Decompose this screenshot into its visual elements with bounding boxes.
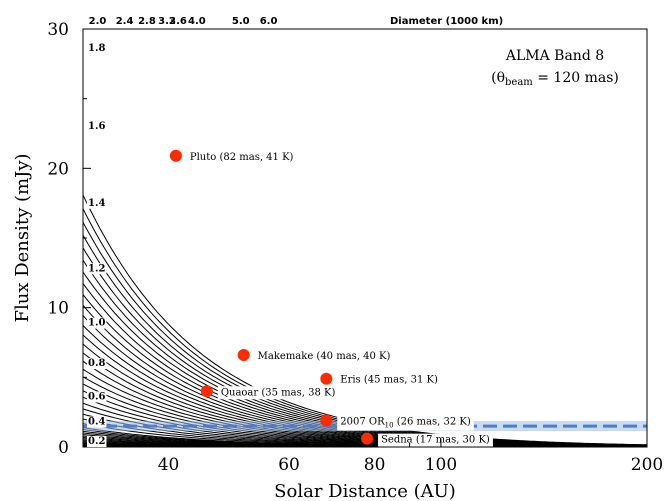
annotation-box: ALMA Band 8 (θbeam = 120 mas) xyxy=(491,48,619,88)
x-axis-title: Solar Distance (AU) xyxy=(274,481,456,501)
data-point: Eris (45 mas, 31 K) xyxy=(320,372,441,387)
diameter-label-left: 1.2 xyxy=(88,263,105,274)
diameter-label-top: 2.4 xyxy=(116,16,134,27)
data-points: Pluto (82 mas, 41 K) Makemake (40 mas, 40… xyxy=(169,149,493,447)
diameter-label-bg xyxy=(87,416,107,428)
diameter-label-left: 1.6 xyxy=(88,121,105,132)
data-point-marker xyxy=(361,432,374,445)
data-point-marker xyxy=(320,414,333,427)
diameter-curve xyxy=(83,208,647,446)
point-label-bg xyxy=(337,415,474,431)
diameter-curves xyxy=(83,194,647,447)
diameter-label-left: 0.4 xyxy=(88,417,105,428)
y-tick-label: 30 xyxy=(47,20,69,40)
x-tick-label: 100 xyxy=(425,455,457,475)
diameter-label-bg xyxy=(87,317,107,329)
diameter-label-top: 3.6 xyxy=(169,16,187,27)
data-point: Sedna (17 mas, 30 K) xyxy=(361,432,493,447)
diameter-label-left: 1.8 xyxy=(88,43,105,54)
top-axis-title: Diameter (1000 km) xyxy=(390,16,503,27)
diameter-label-left: 0.8 xyxy=(88,358,105,369)
annotation-line2: (θbeam = 120 mas) xyxy=(491,70,619,88)
point-label-bg xyxy=(186,150,297,164)
y-tick-label: 0 xyxy=(58,438,69,458)
point-label-bg xyxy=(254,350,394,364)
diameter-curve xyxy=(83,221,647,446)
diameter-label-bg xyxy=(87,436,107,448)
point-label: Eris (45 mas, 31 K) xyxy=(340,375,438,386)
data-point: Pluto (82 mas, 41 K) xyxy=(169,149,297,164)
data-point: 2007 OR10 (26 mas, 32 K) xyxy=(320,414,474,431)
diameter-curve xyxy=(83,234,647,446)
point-label-bg xyxy=(217,386,339,400)
data-point-marker xyxy=(169,149,182,162)
diameter-label-bg xyxy=(87,197,107,209)
diameter-label-top: 4.0 xyxy=(188,16,206,27)
diameter-label-top: 6.0 xyxy=(260,16,278,27)
diameter-label-left: 1.0 xyxy=(88,318,105,329)
data-point: Quaoar (35 mas, 38 K) xyxy=(200,385,339,400)
y-tick-label: 20 xyxy=(47,159,69,179)
point-label-bg xyxy=(378,433,493,447)
point-label-bg xyxy=(337,373,441,387)
diameter-label-top: 2.0 xyxy=(89,16,107,27)
point-label: Makemake (40 mas, 40 K) xyxy=(258,351,391,362)
diameter-label-bg xyxy=(87,358,107,370)
x-tick-label: 40 xyxy=(158,455,180,475)
x-tick-label: 60 xyxy=(278,455,300,475)
diameter-label-bg xyxy=(87,43,107,55)
diameter-label-bg xyxy=(87,121,107,133)
axis-ticks: 40 60 80 100 200 0 10 20 30 xyxy=(47,20,663,475)
data-point: Makemake (40 mas, 40 K) xyxy=(237,349,394,364)
data-point-marker xyxy=(320,372,333,385)
diameter-label-top: 2.8 xyxy=(138,16,156,27)
data-point-marker xyxy=(200,385,213,398)
diameter-label-left: 0.2 xyxy=(88,436,105,447)
diameter-label-left: 0.6 xyxy=(88,391,105,402)
x-tick-label: 80 xyxy=(364,455,386,475)
y-tick-label: 10 xyxy=(47,299,69,319)
diameter-label-bg xyxy=(87,263,107,275)
diameter-label-bg xyxy=(87,391,107,403)
data-point-marker xyxy=(237,349,250,362)
diameter-curve xyxy=(83,194,647,446)
point-label: Sedna (17 mas, 30 K) xyxy=(381,435,490,446)
x-tick-label: 200 xyxy=(631,455,663,475)
diameter-label-top: 3.2 xyxy=(158,16,176,27)
diameter-labels: 2.0 2.4 2.8 3.23.6 4.0 5.0 6.0 1.8 1.6 1.4 1.2 1.0 0… xyxy=(87,16,278,448)
point-label: Quaoar (35 mas, 38 K) xyxy=(221,387,336,398)
y-axis-title: Flux Density (mJy) xyxy=(12,153,33,322)
diameter-label-top: 5.0 xyxy=(232,16,250,27)
point-label: Pluto (82 mas, 41 K) xyxy=(190,152,294,163)
point-label: 2007 OR10 (26 mas, 32 K) xyxy=(340,417,471,430)
diameter-label-left: 1.4 xyxy=(88,198,105,209)
annotation-line1: ALMA Band 8 xyxy=(505,48,604,64)
